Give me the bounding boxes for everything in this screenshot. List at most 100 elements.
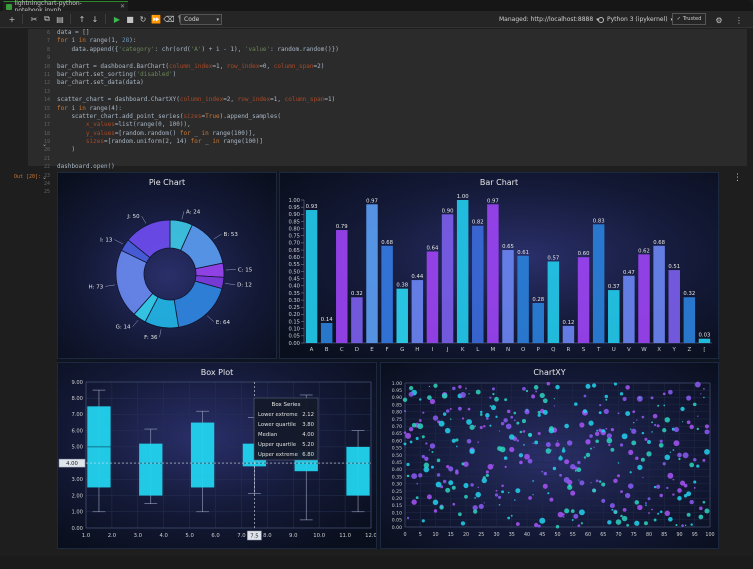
notebook-tab-title: lightningchart-python-notebook.ipynb <box>14 0 82 14</box>
code-token: =1, <box>212 62 227 70</box>
pie-leader-line <box>132 319 139 327</box>
bar-value-label: 1.00 <box>457 194 469 200</box>
cell-type-select[interactable]: Code ▾ <box>180 14 222 25</box>
x-tick-label: 65 <box>600 532 606 538</box>
chevron-down-icon: ▾ <box>216 16 219 23</box>
scatter-point <box>406 474 410 478</box>
pie-leader-line <box>114 239 123 245</box>
scatter-point <box>609 503 615 509</box>
scatter-point <box>495 415 498 418</box>
cut-icon[interactable]: ✂ <box>30 14 38 24</box>
scatter-point <box>468 393 470 395</box>
trusted-toggle[interactable]: ✓ Trusted <box>672 13 706 25</box>
scatter-point <box>518 453 524 458</box>
scatter-point <box>659 510 663 514</box>
clear-outputs-icon[interactable]: ⌫ <box>163 14 175 24</box>
scatter-point <box>452 386 456 391</box>
bar-value-label: 0.03 <box>699 333 711 339</box>
bar-value-label: 0.44 <box>411 274 423 280</box>
more-icon[interactable]: ⋮ <box>735 15 743 25</box>
scatter-point <box>495 489 498 492</box>
scatter-point <box>583 394 587 398</box>
y-tick-label: 0.40 <box>392 467 402 473</box>
stop-icon[interactable]: ■ <box>126 14 134 24</box>
y-tick-label: 0.10 <box>392 510 402 516</box>
copy-icon[interactable]: ⧉ <box>44 14 50 23</box>
scatter-point <box>570 464 576 470</box>
line-number: 11 <box>43 71 50 78</box>
scatter-point <box>432 499 439 506</box>
scatter-point <box>696 464 700 468</box>
code-editor[interactable] <box>28 29 747 166</box>
y-tick-label: 0.90 <box>288 212 300 218</box>
x-tick-label: P <box>537 347 541 353</box>
notebook-tab[interactable]: lightningchart-python-notebook.ipynb ✕ <box>3 0 128 14</box>
scatter-point <box>577 524 581 528</box>
x-tick-label: 90 <box>676 532 682 538</box>
scatter-point <box>664 454 671 461</box>
settings-icon[interactable]: ⚙ <box>715 15 723 25</box>
code-token: _ <box>190 129 202 137</box>
scatter-point <box>524 409 530 415</box>
x-tick-label: H <box>415 347 419 353</box>
y-tick-label: 0.50 <box>288 269 300 275</box>
x-tick-label: A <box>310 347 314 353</box>
scatter-point <box>546 381 551 386</box>
scatter-point <box>528 496 532 500</box>
chevron-down-icon[interactable]: ⌄ <box>42 141 48 148</box>
scatter-point <box>651 508 653 511</box>
scatter-point <box>436 458 441 463</box>
scatter-point <box>426 494 432 500</box>
panel-background <box>381 363 718 548</box>
code-cell[interactable]: 6 7 8 9 10 11 12 13 14 15 16 17 18 19 20 21 22 23 24 25 dat… <box>0 29 753 195</box>
run-cell-icon[interactable]: ▶ <box>113 14 121 24</box>
scatter-point <box>632 410 636 414</box>
scatter-point <box>463 482 469 489</box>
scatter-point <box>626 523 630 527</box>
code-token: column_index <box>168 62 213 70</box>
scatter-point <box>611 508 614 511</box>
code-token: in <box>201 129 209 137</box>
scatter-point <box>416 482 419 485</box>
scatter-point <box>704 424 710 429</box>
kernel-select[interactable]: Python 3 (ipykernel) ▾ <box>598 14 673 25</box>
scatter-point <box>633 421 635 424</box>
more-icon[interactable]: ⋮ <box>733 173 742 183</box>
scatter-point <box>403 410 407 413</box>
move-up-icon[interactable]: ↑ <box>78 14 86 24</box>
close-icon[interactable]: ✕ <box>119 3 125 10</box>
scatter-point <box>585 452 591 458</box>
scatter-point <box>550 449 553 451</box>
move-down-icon[interactable]: ↓ <box>91 14 99 24</box>
bar-chart-title: Bar Chart <box>479 178 519 187</box>
code-body[interactable]: data = [] for i in range(1, 28): data.app… <box>57 29 737 172</box>
scatter-point <box>619 443 624 447</box>
tooltip-row-value: 4.00 <box>302 432 314 438</box>
line-number: 23 <box>43 172 50 179</box>
cell-type-value: Code <box>184 16 200 23</box>
y-tick-label: 0.25 <box>392 489 402 495</box>
run-all-icon[interactable]: ⏩ <box>151 14 161 24</box>
scatter-point <box>662 392 666 396</box>
code-token: =[random.uniform(2, 14) <box>103 138 191 146</box>
scatter-point <box>689 499 694 505</box>
scatter-point <box>657 512 660 515</box>
scatter-point <box>596 429 599 432</box>
restart-kernel-icon[interactable]: ↻ <box>139 14 147 24</box>
scatter-point <box>452 502 456 506</box>
scatter-point <box>482 476 486 480</box>
scatter-point <box>449 407 452 410</box>
pie-slice-label: A: 24 <box>186 209 201 215</box>
server-select[interactable]: Managed: http://localhost:8888 ▾ <box>499 14 599 25</box>
chevron-down-icon[interactable]: ⌄ <box>42 174 48 181</box>
scatter-point <box>411 499 417 505</box>
scatter-point <box>528 433 532 437</box>
scatter-point <box>615 519 622 525</box>
code-line <box>57 54 737 62</box>
paste-icon[interactable]: ▤ <box>56 14 64 24</box>
scatter-point <box>645 504 647 506</box>
bar-value-label: 0.62 <box>638 248 650 254</box>
add-cell-icon[interactable]: + <box>8 14 16 24</box>
code-line: bar_chart.set_data(data) <box>57 79 737 87</box>
